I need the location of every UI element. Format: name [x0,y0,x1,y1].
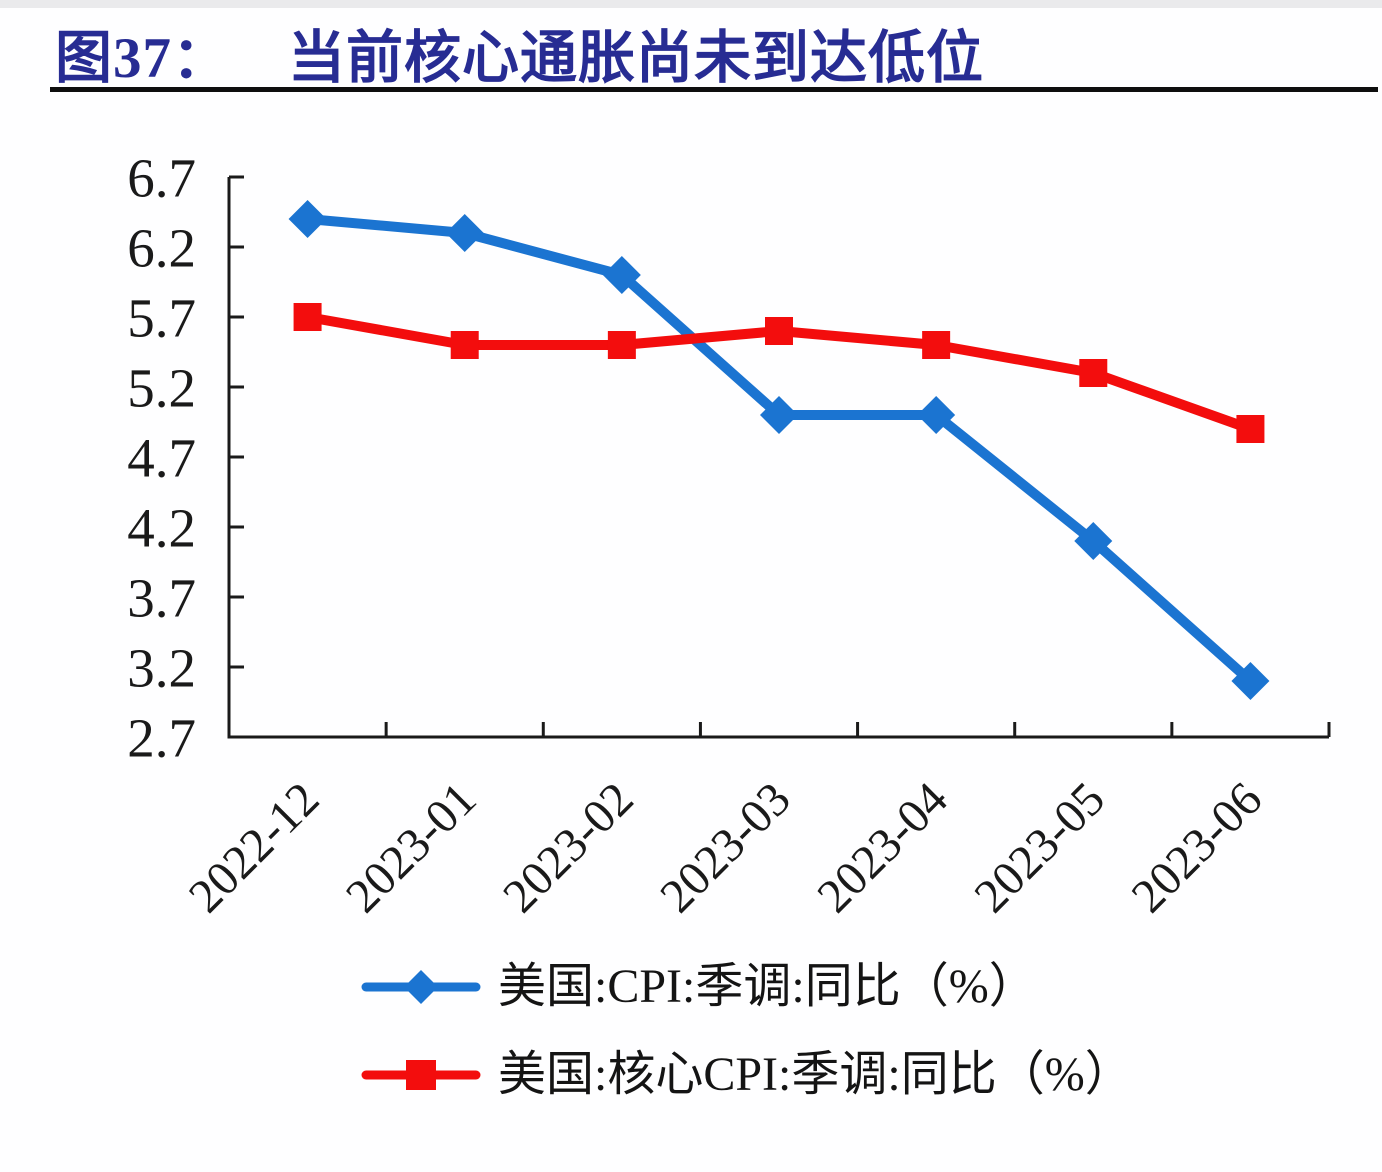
cpi-data-point-marker [288,200,327,238]
x-axis-tick-label: 2023-05 [964,772,1115,923]
cpi-data-point-marker [602,256,641,294]
x-axis-tick-label: 2023-01 [336,772,487,923]
chart-title: 图37： 当前核心通胀尚未到达低位 [55,27,984,90]
y-axis-tick-label: 3.2 [127,637,196,698]
title-divider-rule [50,87,1378,92]
core-cpi-data-point-marker [1236,415,1265,443]
y-axis-tick-label: 5.2 [127,357,196,418]
y-axis-tick-label: 4.2 [127,497,196,558]
cpi-data-point-marker [1231,662,1270,700]
x-axis-tick-label: 2023-06 [1122,772,1273,923]
legend-label-cpi: 美国:CPI:季调:同比（%） [498,960,1037,1013]
core-cpi-data-point-marker [293,303,322,331]
axis-lines [227,177,1329,739]
x-axis-tick-label: 2023-04 [807,772,958,923]
x-axis-tick-label: 2023-03 [650,772,801,923]
core-cpi-data-point-marker [450,331,479,359]
chart-legend: 美国:CPI:季调:同比（%） 美国:核心CPI:季调:同比（%） [360,958,1260,1104]
core-cpi-data-point-marker [607,331,636,359]
y-axis-tick-label: 3.7 [127,567,196,628]
cpi-line-diamond-marker-icon [361,970,481,1004]
x-axis-tick-label: 2023-02 [493,772,644,923]
cpi-data-point-marker [760,396,798,434]
cpi-data-point-marker [917,396,956,434]
y-axis-tick-label: 6.2 [127,217,196,278]
cpi-data-point-marker [1074,522,1113,560]
y-axis-tick-label: 2.7 [127,707,196,768]
cpi-data-point-marker [445,214,484,252]
core-cpi-line-square-marker-icon [361,1060,481,1090]
y-axis-tick-label: 6.7 [127,147,196,208]
core-cpi-data-point-marker [1079,359,1108,387]
y-axis-tick-label: 4.7 [127,427,196,488]
legend-item-core-cpi: 美国:核心CPI:季调:同比（%） [360,1046,1260,1104]
x-axis-tick-label: 2022-12 [179,772,330,923]
cpi-series-line [302,214,1256,686]
y-axis-tick-label: 5.7 [127,287,196,348]
page-top-strip [0,0,1382,8]
legend-label-core-cpi: 美国:核心CPI:季调:同比（%） [498,1048,1133,1101]
legend-item-cpi: 美国:CPI:季调:同比（%） [360,958,1260,1016]
core-cpi-data-point-marker [922,331,951,359]
core-cpi-data-point-marker [765,317,793,345]
